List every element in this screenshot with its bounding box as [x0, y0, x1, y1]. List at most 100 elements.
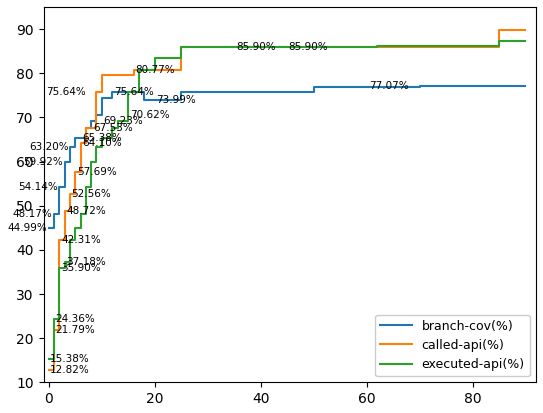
called-api(%) — [443, 45, 449, 50]
executed-api(%) — [522, 39, 529, 44]
branch-cov(%) — [363, 84, 370, 89]
Text: 48.72%: 48.72% — [66, 206, 106, 216]
branch-cov(%) — [56, 185, 62, 190]
executed-api(%) — [416, 43, 423, 48]
executed-api(%) — [151, 56, 158, 61]
executed-api(%) — [136, 67, 142, 72]
Text: 80.77%: 80.77% — [135, 65, 175, 75]
Text: 15.38%: 15.38% — [49, 354, 90, 363]
called-api(%) — [390, 45, 396, 50]
called-api(%) — [522, 28, 529, 33]
called-api(%) — [51, 328, 58, 333]
called-api(%) — [61, 209, 68, 214]
called-api(%) — [115, 73, 121, 78]
called-api(%) — [151, 67, 158, 72]
executed-api(%) — [469, 43, 476, 48]
executed-api(%) — [311, 45, 317, 50]
executed-api(%) — [374, 43, 381, 48]
executed-api(%) — [363, 45, 370, 50]
branch-cov(%) — [67, 145, 73, 150]
branch-cov(%) — [93, 112, 100, 117]
called-api(%) — [178, 45, 185, 50]
called-api(%) — [98, 73, 105, 78]
branch-cov(%) — [390, 84, 396, 89]
executed-api(%) — [72, 225, 79, 230]
executed-api(%) — [284, 45, 291, 50]
executed-api(%) — [56, 266, 62, 271]
branch-cov(%) — [469, 84, 476, 89]
branch-cov(%) — [416, 84, 423, 89]
branch-cov(%) — [162, 97, 168, 102]
called-api(%) — [257, 45, 264, 50]
Text: 67.53%: 67.53% — [93, 123, 132, 133]
called-api(%) — [67, 192, 73, 197]
Text: 57.69%: 57.69% — [77, 167, 117, 177]
branch-cov(%) — [178, 90, 185, 95]
executed-api(%) — [88, 159, 94, 164]
executed-api(%) — [104, 135, 110, 140]
executed-api(%) — [337, 45, 343, 50]
called-api(%) — [469, 45, 476, 50]
Text: 59.92%: 59.92% — [23, 157, 63, 167]
branch-cov(%) — [257, 90, 264, 95]
called-api(%) — [72, 169, 79, 174]
executed-api(%) — [205, 45, 211, 50]
branch-cov(%) — [109, 90, 116, 95]
executed-api(%) — [496, 39, 502, 44]
branch-cov(%) — [77, 135, 84, 140]
branch-cov(%) — [284, 90, 291, 95]
called-api(%) — [93, 90, 100, 95]
branch-cov(%) — [72, 135, 79, 140]
Text: 54.14%: 54.14% — [18, 183, 58, 192]
branch-cov(%) — [231, 90, 237, 95]
called-api(%) — [88, 126, 94, 131]
called-api(%) — [205, 45, 211, 50]
executed-api(%) — [51, 316, 58, 321]
executed-api(%) — [93, 145, 100, 150]
Text: 63.20%: 63.20% — [29, 142, 68, 152]
branch-cov(%) — [125, 90, 131, 95]
executed-api(%) — [98, 135, 105, 140]
branch-cov(%) — [141, 97, 147, 102]
executed-api(%) — [46, 356, 52, 361]
branch-cov(%) — [443, 84, 449, 89]
Legend: branch-cov(%), called-api(%), executed-api(%): branch-cov(%), called-api(%), executed-a… — [375, 315, 530, 376]
branch-cov(%) — [61, 159, 68, 164]
Text: 21.79%: 21.79% — [55, 325, 94, 335]
executed-api(%) — [178, 45, 185, 50]
executed-api(%) — [257, 45, 264, 50]
executed-api(%) — [125, 90, 131, 95]
branch-cov(%) — [46, 225, 52, 230]
called-api(%) — [337, 45, 343, 50]
Text: 12.82%: 12.82% — [49, 365, 90, 375]
branch-cov(%) — [522, 84, 529, 89]
called-api(%) — [83, 126, 89, 131]
Text: 70.62%: 70.62% — [130, 109, 169, 120]
Text: 44.99%: 44.99% — [8, 223, 47, 233]
branch-cov(%) — [151, 97, 158, 102]
Text: 52.56%: 52.56% — [72, 190, 111, 199]
called-api(%) — [46, 368, 52, 373]
Text: 69.23%: 69.23% — [103, 116, 143, 126]
Text: 35.90%: 35.90% — [61, 263, 100, 273]
called-api(%) — [231, 45, 237, 50]
Text: 48.17%: 48.17% — [13, 209, 53, 219]
called-api(%) — [284, 45, 291, 50]
executed-api(%) — [83, 185, 89, 190]
executed-api(%) — [231, 45, 237, 50]
called-api(%) — [311, 45, 317, 50]
executed-api(%) — [67, 237, 73, 242]
called-api(%) — [130, 67, 137, 72]
branch-cov(%) — [205, 90, 211, 95]
Text: 73.99%: 73.99% — [156, 95, 196, 105]
Text: 24.36%: 24.36% — [55, 314, 94, 324]
branch-cov(%) — [51, 211, 58, 216]
branch-cov(%) — [496, 84, 502, 89]
branch-cov(%) — [83, 126, 89, 131]
executed-api(%) — [77, 211, 84, 216]
Text: 42.31%: 42.31% — [61, 235, 101, 244]
called-api(%) — [56, 237, 62, 242]
Text: 65.38%: 65.38% — [82, 133, 122, 143]
Text: 85.90%: 85.90% — [236, 42, 275, 52]
called-api(%) — [363, 45, 370, 50]
